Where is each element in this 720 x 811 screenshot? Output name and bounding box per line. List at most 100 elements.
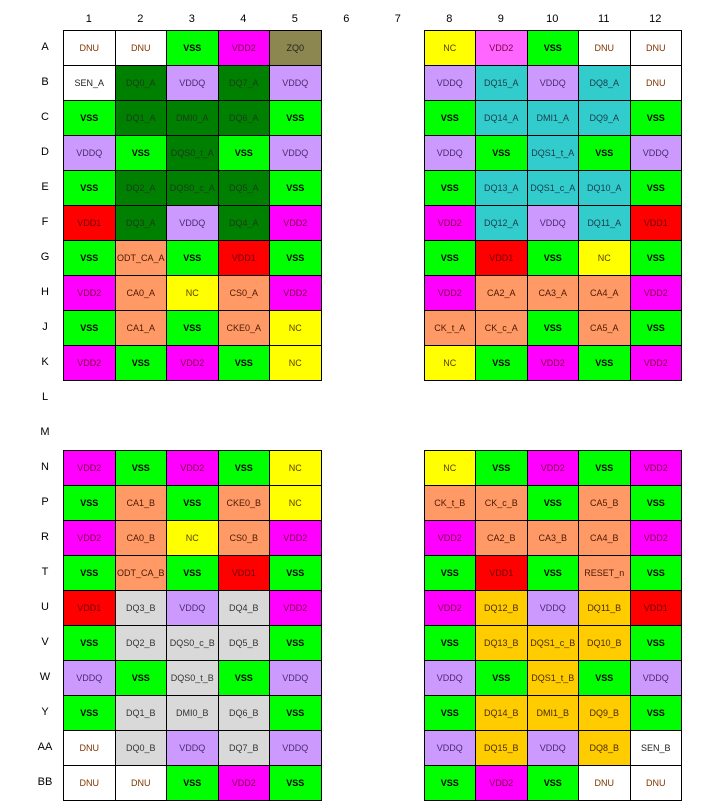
ball-cell: CA3_A	[526, 275, 579, 311]
ball-cell: VDD2	[269, 275, 322, 311]
ball-cell: VDD2	[269, 590, 322, 626]
column-header: 2	[137, 13, 144, 25]
ball-cell: VSS	[166, 485, 219, 521]
ball-cell: VSS	[578, 450, 631, 486]
row-header: M	[40, 426, 50, 438]
ball-cell: CA5_B	[578, 485, 631, 521]
ball-cell: NC	[578, 240, 631, 276]
ball-cell: VSS	[166, 310, 219, 346]
ball-cell: VSS	[166, 555, 219, 591]
ball-cell: DQ8_B	[578, 730, 631, 766]
ball-cell: VSS	[629, 100, 682, 136]
ball-cell: VSS	[423, 170, 476, 206]
ball-cell: VSS	[526, 30, 579, 66]
ball-cell: SEN_B	[629, 730, 682, 766]
row-header: BB	[37, 776, 53, 788]
row-header: A	[41, 41, 49, 53]
ball-cell: NC	[166, 520, 219, 556]
ball-cell: VSS	[629, 485, 682, 521]
ball-cell: VDD2	[629, 345, 682, 381]
ball-cell: VDD2	[629, 450, 682, 486]
ball-cell: NC	[269, 450, 322, 486]
ball-cell: VSS	[475, 345, 528, 381]
ball-cell: VDD2	[217, 765, 270, 801]
ball-cell: ODT_CA_A	[114, 240, 167, 276]
ball-cell: VSS	[629, 625, 682, 661]
ball-cell: DQS0_t_B	[166, 660, 219, 696]
ball-cell: DQ2_A	[114, 170, 167, 206]
ball-cell: DNU	[63, 30, 116, 66]
column-header: 4	[240, 13, 247, 25]
ball-cell: VDD2	[629, 275, 682, 311]
ball-cell: DNU	[629, 65, 682, 101]
column-header: 1	[85, 13, 92, 25]
ball-cell: VDD2	[166, 345, 219, 381]
ball-cell: VDD2	[166, 450, 219, 486]
ball-cell: VDDQ	[629, 660, 682, 696]
ball-cell: VSS	[114, 660, 167, 696]
ball-cell: DQ7_A	[217, 65, 270, 101]
ball-cell: VSS	[526, 765, 579, 801]
row-header: R	[41, 531, 49, 543]
ball-cell: DQ13_A	[475, 170, 528, 206]
ball-cell: VSS	[269, 555, 322, 591]
ball-cell: VSS	[423, 555, 476, 591]
column-header: 5	[291, 13, 298, 25]
ball-cell: VSS	[269, 765, 322, 801]
ball-cell: VSS	[526, 555, 579, 591]
ball-cell: VSS	[166, 30, 219, 66]
ball-cell: CK_t_A	[423, 310, 476, 346]
ball-cell: CKE0_B	[217, 485, 270, 521]
ball-cell: VDD2	[217, 30, 270, 66]
ball-cell: DQ3_B	[114, 590, 167, 626]
ball-cell: VSS	[269, 625, 322, 661]
ball-cell: VDD1	[475, 240, 528, 276]
ball-cell: DQ14_B	[475, 695, 528, 731]
ball-cell: VDD2	[63, 275, 116, 311]
ball-cell: VDD1	[217, 555, 270, 591]
row-header: K	[41, 356, 49, 368]
ball-cell: CA5_A	[578, 310, 631, 346]
ball-cell: VDDQ	[269, 660, 322, 696]
ball-cell: VDD2	[63, 345, 116, 381]
ball-cell: DQ5_B	[217, 625, 270, 661]
ball-cell: VSS	[114, 345, 167, 381]
ball-cell: DQ13_B	[475, 625, 528, 661]
ball-cell: CA3_B	[526, 520, 579, 556]
ball-cell: VSS	[578, 135, 631, 171]
ball-cell: DQ15_B	[475, 730, 528, 766]
ball-cell: VSS	[166, 240, 219, 276]
ball-cell: DQ4_A	[217, 205, 270, 241]
column-header: 8	[446, 13, 453, 25]
ball-cell: ZQ0	[269, 30, 322, 66]
ball-cell: VDD1	[629, 590, 682, 626]
ball-cell: VDDQ	[63, 660, 116, 696]
ball-cell: VDD1	[217, 240, 270, 276]
ball-cell: VSS	[269, 695, 322, 731]
ball-cell: VDDQ	[166, 65, 219, 101]
row-header: Y	[41, 706, 49, 718]
ball-cell: VSS	[629, 170, 682, 206]
row-header: V	[41, 636, 49, 648]
ball-cell: DQ15_A	[475, 65, 528, 101]
ball-cell: VSS	[423, 695, 476, 731]
ball-cell: DQ11_A	[578, 205, 631, 241]
ball-cell: CA4_B	[578, 520, 631, 556]
ball-cell: NC	[423, 345, 476, 381]
ball-cell: DMI1_A	[526, 100, 579, 136]
ball-cell: VSS	[526, 240, 579, 276]
ball-cell: VDDQ	[166, 205, 219, 241]
ball-cell: DQ2_B	[114, 625, 167, 661]
ball-cell: VDD2	[423, 520, 476, 556]
ball-cell: VDDQ	[269, 65, 322, 101]
ball-cell: NC	[423, 30, 476, 66]
ball-cell: VSS	[114, 450, 167, 486]
ball-cell: VDDQ	[269, 730, 322, 766]
ball-cell: DQ9_B	[578, 695, 631, 731]
ball-cell: VDDQ	[526, 205, 579, 241]
ball-cell: DQS1_t_B	[526, 660, 579, 696]
ball-cell: VDD1	[63, 590, 116, 626]
ball-cell: VSS	[629, 555, 682, 591]
ball-cell: DQ10_B	[578, 625, 631, 661]
ball-cell: DMI0_A	[166, 100, 219, 136]
